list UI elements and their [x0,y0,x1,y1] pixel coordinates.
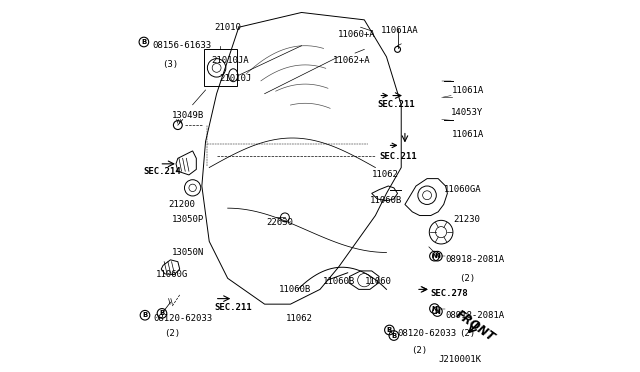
Text: 11060: 11060 [365,278,392,286]
Text: 21010JA: 21010JA [211,56,249,65]
Text: B: B [141,39,147,45]
Text: 11061A: 11061A [452,130,484,139]
Text: 13050N: 13050N [172,248,204,257]
Text: 11060G: 11060G [156,270,188,279]
Text: 11060B: 11060B [369,196,402,205]
Text: SEC.278: SEC.278 [431,289,468,298]
Text: 08918-2081A: 08918-2081A [445,255,505,264]
Text: N: N [435,253,440,259]
Text: 13050P: 13050P [172,215,204,224]
Bar [204,49,237,86]
Text: 11060B: 11060B [278,285,311,294]
Text: 21010: 21010 [215,23,242,32]
Text: 11060+A: 11060+A [338,30,375,39]
Text: FRONT: FRONT [453,308,497,344]
Text: 11062: 11062 [286,314,313,323]
Text: 11061A: 11061A [452,86,484,94]
Text: N: N [431,305,437,312]
Text: 11060GA: 11060GA [444,185,481,194]
Text: B: B [159,310,164,316]
Text: 11062+A: 11062+A [333,56,371,65]
Text: 22630: 22630 [266,218,293,227]
Text: B: B [142,312,148,318]
Text: (2): (2) [460,329,476,338]
Text: 11060B: 11060B [323,278,355,286]
Text: SEC.211: SEC.211 [215,303,252,312]
Text: 13049B: 13049B [172,111,204,121]
Text: 11061AA: 11061AA [381,26,419,35]
Text: B: B [391,333,396,339]
Text: 08918-2081A: 08918-2081A [445,311,505,320]
Text: N: N [435,308,440,315]
Text: (2): (2) [164,329,180,338]
Text: (3): (3) [162,60,178,69]
Text: 08120-62033: 08120-62033 [153,314,212,323]
Text: 21010J: 21010J [220,74,252,83]
Text: J210001K: J210001K [438,355,481,364]
Text: 21230: 21230 [454,215,481,224]
Text: 14053Y: 14053Y [451,108,483,117]
Text: 11062: 11062 [372,170,399,179]
Text: (2): (2) [412,346,428,355]
Text: N: N [431,253,437,259]
Text: SEC.211: SEC.211 [379,152,417,161]
Text: 21200: 21200 [168,200,195,209]
Text: 08156-61633: 08156-61633 [152,41,211,50]
Text: 08120-62033: 08120-62033 [397,329,457,338]
Text: B: B [387,327,392,333]
Text: SEC.214: SEC.214 [143,167,181,176]
Text: (2): (2) [460,274,476,283]
Text: SEC.211: SEC.211 [377,100,415,109]
